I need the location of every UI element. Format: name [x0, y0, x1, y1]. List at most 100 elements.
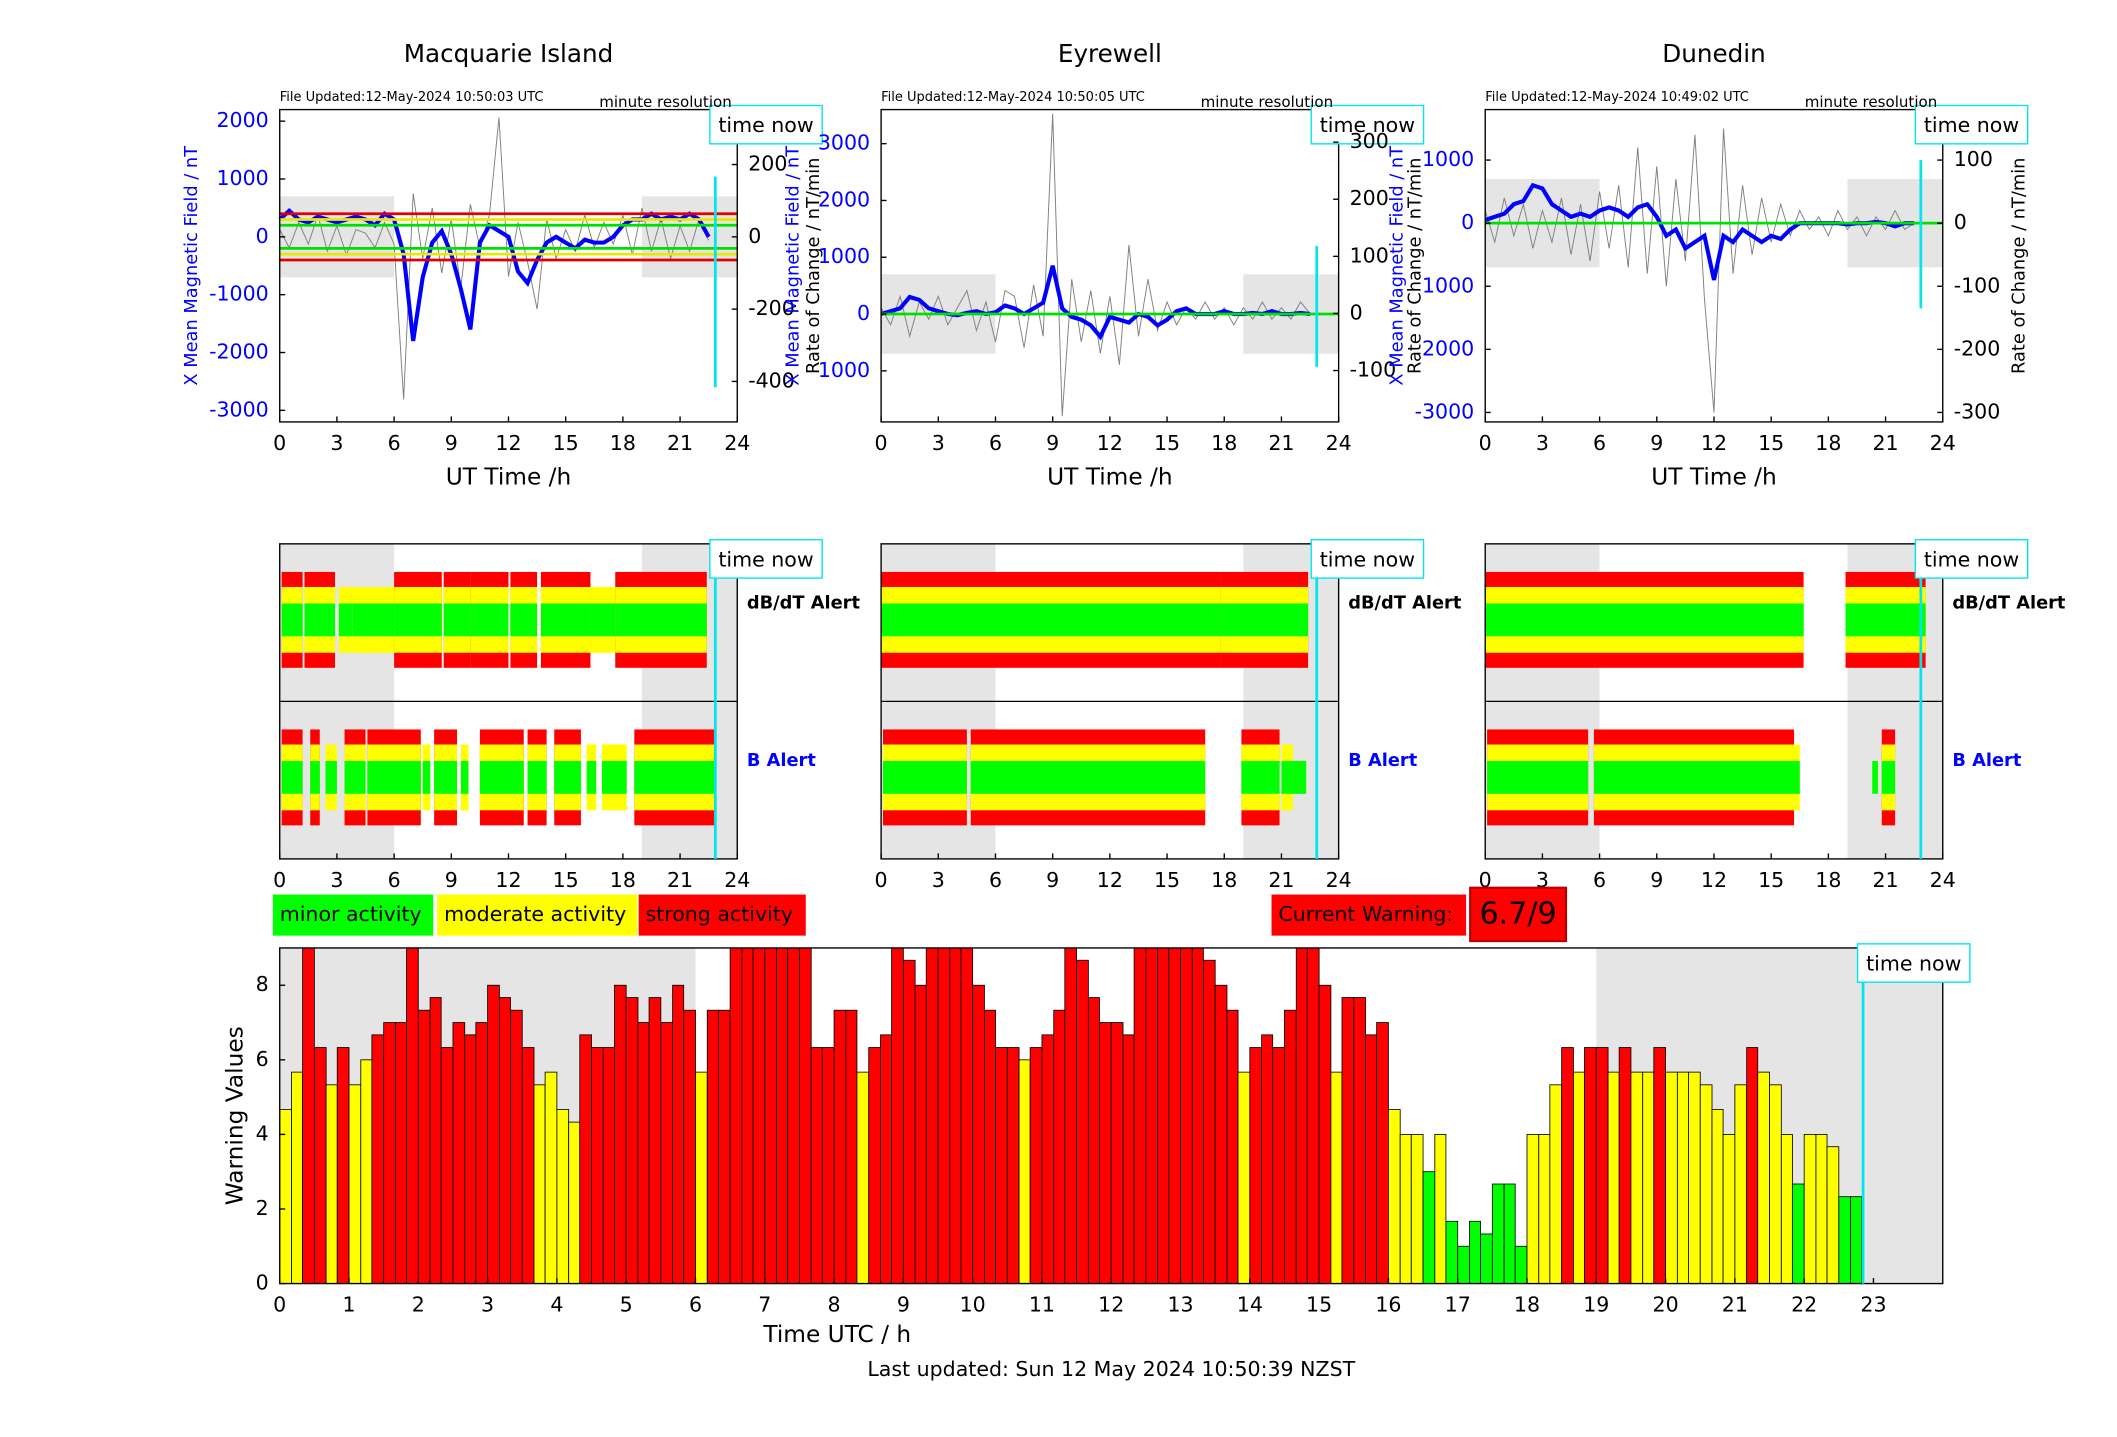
alert-band [1593, 760, 1795, 794]
warning-bar [579, 1034, 592, 1284]
x-tick-label: 18 [1815, 868, 1841, 892]
warning-bar [1688, 1071, 1701, 1284]
warning-bar [1053, 1009, 1066, 1284]
x-axis-label: UT Time /h [1651, 464, 1777, 491]
y-tick-label: -2000 [209, 340, 269, 364]
x-tick-label: 12 [1098, 1292, 1124, 1316]
x-tick-label: 24 [1326, 868, 1352, 892]
warning-bar [695, 1071, 708, 1284]
annotation-box [1914, 104, 2029, 145]
y2-tick-label: 200 [1350, 186, 1389, 210]
rate-line [880, 113, 1311, 417]
annotation-box [709, 104, 823, 145]
warning-bar [395, 1022, 407, 1284]
warning-bar [279, 1109, 292, 1284]
x-tick-label: 0 [875, 431, 888, 455]
chart-title: Dunedin [1662, 39, 1765, 68]
annotation: time now [1924, 113, 2019, 137]
warning-bar [452, 1022, 466, 1284]
warning-bar [1653, 1047, 1666, 1284]
warning-bar [764, 947, 777, 1284]
x-tick-label: 12 [1701, 431, 1727, 455]
x-tick-label: 15 [553, 431, 579, 455]
x-tick-label: 15 [1154, 868, 1180, 892]
warning-bar [1526, 1133, 1540, 1284]
warning-bar [302, 947, 315, 1284]
warning-bar [1422, 1171, 1436, 1284]
warning-bar [1722, 1133, 1736, 1284]
warning-bar [1202, 959, 1216, 1284]
alert-band [1241, 760, 1280, 794]
warning-bar [487, 984, 500, 1284]
y2-tick-label: 0 [748, 224, 761, 248]
y-tick-label: 1000 [818, 358, 870, 382]
y-tick-label: 1000 [1422, 273, 1474, 297]
alert-band [527, 760, 547, 794]
alert-band [394, 603, 442, 637]
chart-title: Eyrewell [1058, 39, 1162, 68]
warning-bar [799, 947, 812, 1284]
alert-row-label: dB/dT Alert [747, 592, 861, 613]
warning-bar [1018, 1059, 1031, 1284]
x-tick-label: 6 [689, 1292, 702, 1316]
alert-band [367, 760, 421, 794]
y-tick-label: 2000 [1422, 336, 1474, 360]
warning-label-box [1271, 894, 1467, 936]
warning-bar [568, 1121, 581, 1284]
warning-bar [417, 1009, 431, 1284]
alert-band [460, 760, 469, 794]
y-tick-label: 2 [256, 1196, 269, 1220]
warning-bar [325, 1084, 338, 1284]
legend-swatch [272, 894, 434, 936]
alert-band [443, 603, 471, 637]
rate-line [279, 117, 710, 400]
file-updated: File Updated:12-May-2024 10:50:05 UTC [881, 90, 1145, 105]
alert-band [344, 760, 366, 794]
resolution-note: minute resolution [599, 93, 732, 111]
x-tick-label: 24 [1930, 868, 1956, 892]
warning-bar [1607, 1071, 1620, 1284]
warning-bar [556, 1109, 570, 1284]
chart-title: Macquarie Island [404, 39, 614, 68]
warning-bar [1457, 1245, 1470, 1284]
x-tick-label: 15 [1758, 868, 1784, 892]
warning-bar [925, 947, 939, 1284]
x-tick-label: 0 [273, 868, 286, 892]
warning-bar [1145, 947, 1159, 1284]
x-tick-label: 9 [897, 1292, 910, 1316]
warning-bar [833, 1009, 847, 1284]
warning-bar [1133, 947, 1147, 1284]
y2-tick-label: 0 [1954, 210, 1967, 234]
alert-band [881, 603, 1221, 637]
warning-value: 6.7/9 [1479, 897, 1556, 932]
warning-bar [1791, 1183, 1805, 1284]
x-tick-label: 20 [1653, 1292, 1679, 1316]
x-tick-label: 23 [1860, 1292, 1886, 1316]
x-tick-label: 12 [495, 868, 521, 892]
x-tick-label: 21 [1872, 868, 1898, 892]
alert-band [310, 760, 320, 794]
x-tick-label: 6 [388, 431, 401, 455]
x-tick-label: 3 [1536, 868, 1549, 892]
x-tick-label: 15 [553, 868, 579, 892]
warning-label: Current Warning: [1278, 902, 1453, 926]
x-tick-label: 22 [1791, 1292, 1817, 1316]
legend-label: strong activity [645, 902, 793, 926]
alert-row-label: B Alert [1952, 750, 2021, 771]
y-tick-label: 0 [256, 224, 269, 248]
y2-tick-label: 100 [1954, 147, 1993, 171]
resolution-note: minute resolution [1201, 93, 1334, 111]
warning-bar [498, 997, 511, 1284]
x-tick-label: 7 [758, 1292, 771, 1316]
warning-bar [1110, 1022, 1124, 1284]
x-tick-label: 18 [1514, 1292, 1540, 1316]
x-tick-label: 24 [724, 868, 750, 892]
alert-band [601, 760, 627, 794]
alert-row-label: B Alert [747, 750, 816, 771]
warning-bar [1041, 1034, 1055, 1284]
alert-row-label: dB/dT Alert [1952, 592, 2066, 613]
y-tick-label: -3000 [1415, 399, 1475, 423]
x-axis-label: UT Time /h [1047, 464, 1173, 491]
night-shade [641, 196, 738, 278]
x-tick-label: 21 [1268, 431, 1294, 455]
